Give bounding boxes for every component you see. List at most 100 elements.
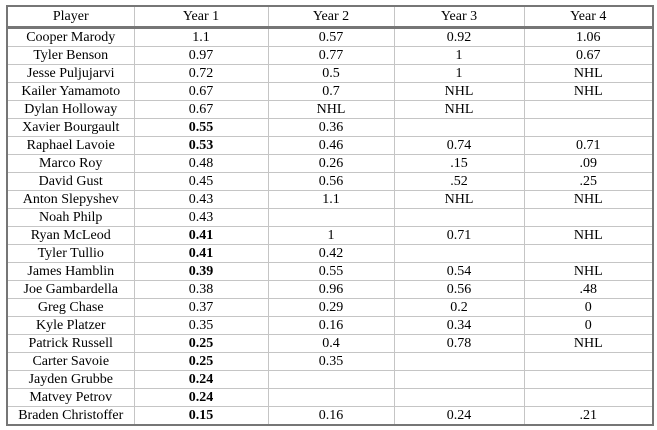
year1-value-cell: 0.38 xyxy=(133,280,269,299)
year3-value-cell: 0.71 xyxy=(393,226,525,245)
year4-value-cell: .48 xyxy=(523,280,654,299)
stats-table: Player Year 1 Year 2 Year 3 Year 4 Cooper Ma… xyxy=(6,5,654,426)
year1-value-cell: 0.39 xyxy=(133,262,269,281)
year4-value-cell: .21 xyxy=(523,406,654,426)
year2-value-cell: 1.1 xyxy=(267,190,395,209)
table-body: Cooper Marody 1.1 0.57 0.92 1.06 Tyler B… xyxy=(6,27,654,426)
year2-value-cell: NHL xyxy=(267,100,395,119)
year3-value-cell: 1 xyxy=(393,64,525,83)
year4-value-cell: .25 xyxy=(523,172,654,191)
year3-value-cell: NHL xyxy=(393,100,525,119)
table-row: Tyler Benson 0.97 0.77 1 0.67 xyxy=(6,46,654,65)
player-name-cell: David Gust xyxy=(6,172,135,191)
year4-value-cell: NHL xyxy=(523,64,654,83)
table-header: Player Year 1 Year 2 Year 3 Year 4 xyxy=(6,5,654,29)
year2-value-cell: 1 xyxy=(267,226,395,245)
table-row: Joe Gambardella 0.38 0.96 0.56 .48 xyxy=(6,280,654,299)
year1-value-cell: 0.24 xyxy=(133,370,269,389)
year3-value-cell: NHL xyxy=(393,190,525,209)
year1-value-cell: 0.35 xyxy=(133,316,269,335)
year3-value-cell: NHL xyxy=(393,82,525,101)
year2-value-cell: 0.35 xyxy=(267,352,395,371)
player-name-cell: Noah Philp xyxy=(6,208,135,227)
table-row: Jayden Grubbe 0.24 xyxy=(6,370,654,389)
year4-value-cell xyxy=(523,118,654,137)
player-name-cell: Jayden Grubbe xyxy=(6,370,135,389)
year4-value-cell xyxy=(523,370,654,389)
year2-value-cell: 0.77 xyxy=(267,46,395,65)
year2-value-cell: 0.96 xyxy=(267,280,395,299)
table-row: Braden Christoffer 0.15 0.16 0.24 .21 xyxy=(6,406,654,426)
table-row: Raphael Lavoie 0.53 0.46 0.74 0.71 xyxy=(6,136,654,155)
table-row: Xavier Bourgault 0.55 0.36 xyxy=(6,118,654,137)
player-name-cell: Greg Chase xyxy=(6,298,135,317)
player-name-cell: Ryan McLeod xyxy=(6,226,135,245)
year4-value-cell: NHL xyxy=(523,82,654,101)
year3-value-cell: .15 xyxy=(393,154,525,173)
year4-value-cell xyxy=(523,208,654,227)
player-name-cell: Raphael Lavoie xyxy=(6,136,135,155)
table-row: Carter Savoie 0.25 0.35 xyxy=(6,352,654,371)
player-name-cell: Tyler Benson xyxy=(6,46,135,65)
table-row: Kailer Yamamoto 0.67 0.7 NHL NHL xyxy=(6,82,654,101)
year2-value-cell: 0.56 xyxy=(267,172,395,191)
year3-value-cell: 0.2 xyxy=(393,298,525,317)
year2-value-cell: 0.42 xyxy=(267,244,395,263)
year1-value-cell: 0.67 xyxy=(133,100,269,119)
year3-value-cell: 0.24 xyxy=(393,406,525,426)
year2-value-cell: 0.55 xyxy=(267,262,395,281)
year2-value-cell: 0.36 xyxy=(267,118,395,137)
year1-value-cell: 0.41 xyxy=(133,244,269,263)
year2-value-cell xyxy=(267,208,395,227)
year1-value-cell: 0.48 xyxy=(133,154,269,173)
player-name-cell: Tyler Tullio xyxy=(6,244,135,263)
year2-value-cell: 0.57 xyxy=(267,27,395,47)
table-row: James Hamblin 0.39 0.55 0.54 NHL xyxy=(6,262,654,281)
table-row: Kyle Platzer 0.35 0.16 0.34 0 xyxy=(6,316,654,335)
year2-value-cell: 0.16 xyxy=(267,316,395,335)
year4-value-cell xyxy=(523,388,654,407)
year2-value-cell: 0.5 xyxy=(267,64,395,83)
year2-value-cell xyxy=(267,370,395,389)
year1-value-cell: 0.67 xyxy=(133,82,269,101)
player-name-cell: Carter Savoie xyxy=(6,352,135,371)
year1-value-cell: 0.45 xyxy=(133,172,269,191)
year3-value-cell xyxy=(393,370,525,389)
year4-value-cell: 1.06 xyxy=(523,27,654,47)
player-name-cell: Joe Gambardella xyxy=(6,280,135,299)
table-row: Tyler Tullio 0.41 0.42 xyxy=(6,244,654,263)
table-row: David Gust 0.45 0.56 .52 .25 xyxy=(6,172,654,191)
year1-value-cell: 0.43 xyxy=(133,190,269,209)
table-row: Noah Philp 0.43 xyxy=(6,208,654,227)
year4-value-cell: 0 xyxy=(523,298,654,317)
table-row: Cooper Marody 1.1 0.57 0.92 1.06 xyxy=(6,27,654,47)
year3-value-cell: 0.56 xyxy=(393,280,525,299)
year2-value-cell: 0.4 xyxy=(267,334,395,353)
year3-value-cell: 0.54 xyxy=(393,262,525,281)
player-name-cell: Xavier Bourgault xyxy=(6,118,135,137)
year4-value-cell: NHL xyxy=(523,226,654,245)
year3-value-cell: 0.78 xyxy=(393,334,525,353)
year3-value-cell xyxy=(393,118,525,137)
player-name-cell: Marco Roy xyxy=(6,154,135,173)
header-row: Player Year 1 Year 2 Year 3 Year 4 xyxy=(6,5,654,29)
year4-value-cell: NHL xyxy=(523,262,654,281)
year1-value-cell: 0.43 xyxy=(133,208,269,227)
table-row: Dylan Holloway 0.67 NHL NHL xyxy=(6,100,654,119)
year4-value-cell: NHL xyxy=(523,190,654,209)
year3-value-cell xyxy=(393,208,525,227)
year1-value-cell: 0.53 xyxy=(133,136,269,155)
year2-value-cell: 0.46 xyxy=(267,136,395,155)
year3-value-cell xyxy=(393,388,525,407)
year3-value-cell xyxy=(393,244,525,263)
year2-value-cell: 0.16 xyxy=(267,406,395,426)
player-name-cell: Anton Slepyshev xyxy=(6,190,135,209)
player-name-cell: Kyle Platzer xyxy=(6,316,135,335)
year4-value-cell xyxy=(523,100,654,119)
year2-value-cell: 0.26 xyxy=(267,154,395,173)
year4-value-cell: 0.67 xyxy=(523,46,654,65)
player-name-cell: Matvey Petrov xyxy=(6,388,135,407)
column-header: Year 2 xyxy=(267,5,395,29)
year2-value-cell xyxy=(267,388,395,407)
